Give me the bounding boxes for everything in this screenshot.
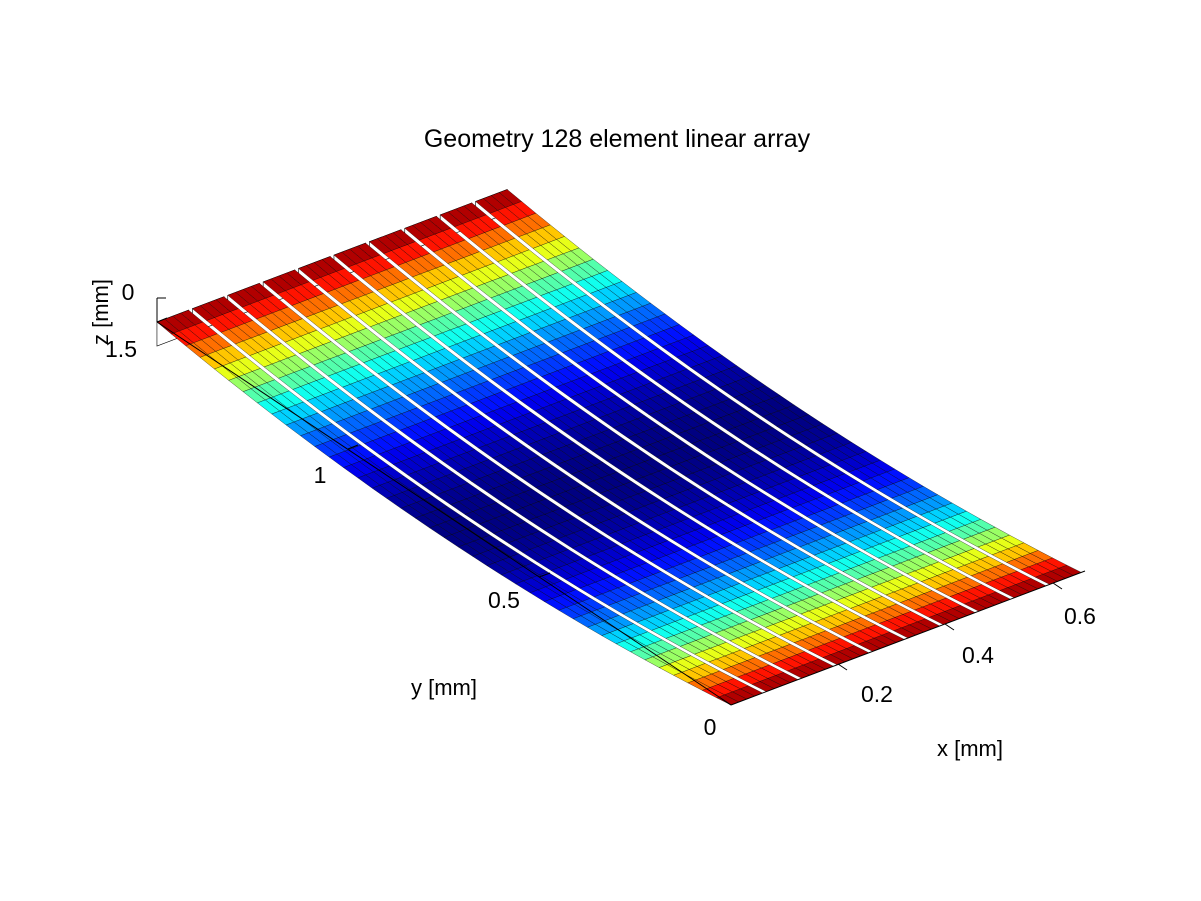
y-axis-line <box>156 321 732 706</box>
x-tick-label: 0.2 <box>861 681 893 707</box>
x-tick-label: 0.6 <box>1064 603 1096 629</box>
element-strip <box>475 189 1082 585</box>
y-tick-label: 0.5 <box>488 587 520 613</box>
z-axis-label: z [mm] <box>88 279 113 345</box>
element-strip <box>298 256 905 652</box>
y-ticks: 0.5 1 1.5 <box>105 317 551 613</box>
z-tick-label: 0 <box>122 279 135 305</box>
element-strip <box>227 282 835 679</box>
x-ticks: 0 0.2 0.4 0.6 <box>704 582 1096 740</box>
x-tick-label: 0.4 <box>962 642 994 668</box>
x-tick-label: 0 <box>704 714 717 740</box>
y-axis-label: y [mm] <box>411 675 477 700</box>
element-strip <box>262 269 870 666</box>
chart-title: Geometry 128 element linear array <box>424 125 811 153</box>
y-tick-mark <box>156 317 168 323</box>
surface-layer <box>156 189 1082 706</box>
x-tick-mark <box>944 623 955 631</box>
y-tick-label: 1.5 <box>105 336 137 362</box>
element-strip <box>156 309 764 706</box>
x-tick-mark <box>1052 582 1063 590</box>
element-strip <box>368 229 976 625</box>
x-tick-mark <box>837 663 848 671</box>
axes-layer <box>156 298 1086 706</box>
element-strip <box>404 215 1012 612</box>
x-axis-line <box>730 570 1086 706</box>
y-tick-mark <box>347 444 359 450</box>
y-tick-label: 1 <box>314 462 327 488</box>
x-tick-mark <box>721 698 732 706</box>
element-strip <box>439 202 1047 599</box>
z-ticks: 0 <box>122 279 166 305</box>
x-axis-label: x [mm] <box>937 736 1003 761</box>
element-strip <box>333 242 941 639</box>
y-tick-mark <box>538 572 551 578</box>
